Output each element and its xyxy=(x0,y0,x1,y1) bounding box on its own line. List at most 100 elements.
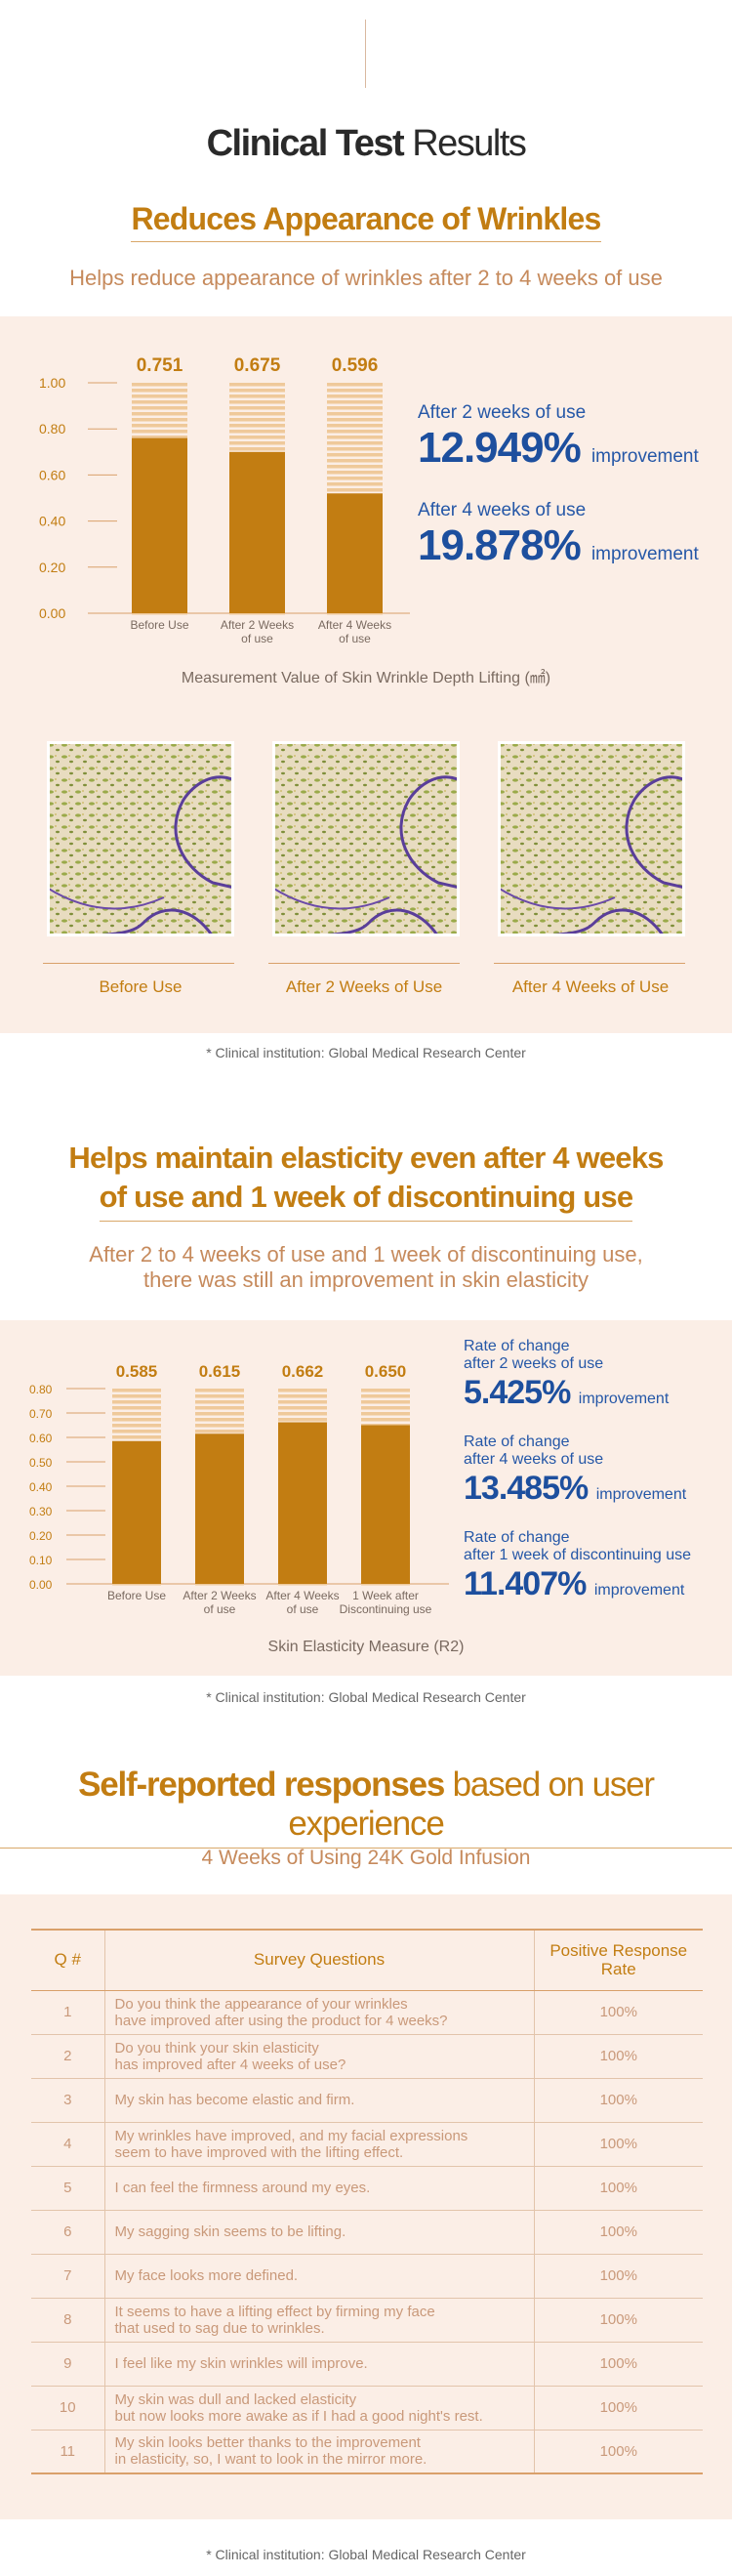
bar-stripe xyxy=(132,424,187,428)
elasticity-subtitle-line2: there was still an improvement in skin e… xyxy=(142,1267,590,1292)
x-category-label: Before Use xyxy=(130,618,188,632)
stat-suffix: improvement xyxy=(590,544,699,564)
bar xyxy=(278,1422,327,1584)
stat-suffix: improvement xyxy=(593,1582,685,1599)
elasticity-stat-4weeks: Rate of change after 4 weeks of use 13.4… xyxy=(464,1433,686,1515)
bar-stripe xyxy=(229,412,285,416)
row-rate: 100% xyxy=(534,2122,703,2167)
bar-stripe xyxy=(132,406,187,410)
row-qnum: 10 xyxy=(31,2386,104,2431)
x-category-label: After 2 Weeks xyxy=(183,1589,256,1602)
bar-stripe xyxy=(112,1394,161,1398)
y-tick-label: 0.80 xyxy=(39,421,65,436)
skin-image-label-4weeks: After 4 Weeks of Use xyxy=(511,977,670,996)
stat-label: after 1 week of discontinuing use xyxy=(464,1547,692,1563)
bar-stripe xyxy=(361,1418,410,1422)
bar-stripe xyxy=(327,406,383,410)
divider-line xyxy=(43,963,234,964)
row-question: It seems to have a lifting effect by fir… xyxy=(103,2298,535,2343)
header-qnum: Q # xyxy=(31,1929,104,1991)
stat-suffix: improvement xyxy=(578,1391,670,1407)
survey-table-header: Q # Survey Questions Positive Response R… xyxy=(31,1929,703,1991)
table-row: 7 My face looks more defined. 100% xyxy=(31,2254,703,2299)
wrinkles-title-text: Reduces Appearance of Wrinkles xyxy=(131,201,601,242)
skin-image-label-before: Before Use xyxy=(99,977,183,996)
bar-stripe xyxy=(327,400,383,404)
bar-stripe xyxy=(112,1424,161,1428)
bar-stripe xyxy=(229,436,285,439)
row-question: My skin looks better thanks to the impro… xyxy=(103,2430,535,2474)
survey-table: Q # Survey Questions Positive Response R… xyxy=(31,1929,703,2474)
page-title: Clinical Test Results xyxy=(0,123,732,165)
elasticity-stat-discontinued: Rate of change after 1 week of discontin… xyxy=(464,1529,691,1610)
bar-stripe xyxy=(195,1424,244,1428)
bar-stripe xyxy=(132,400,187,404)
bar-stripe xyxy=(229,383,285,387)
row-question: I feel like my skin wrinkles will improv… xyxy=(103,2342,535,2387)
bar-stripe xyxy=(229,400,285,404)
bar-stripe xyxy=(327,447,383,451)
stat-label: Rate of change xyxy=(464,1433,570,1450)
elasticity-panel: 0.80 0.70 0.60 0.50 0.40 0.30 0.20 0.10 0.00 0.58… xyxy=(0,1320,732,1676)
table-row: 6 My sagging skin seems to be lifting. 100… xyxy=(31,2210,703,2255)
divider-line xyxy=(268,963,460,964)
bar xyxy=(361,1425,410,1584)
wrinkles-panel: 1.00 0.80 0.60 0.40 0.20 0.00 0.751 Before Use 0… xyxy=(0,316,732,1033)
bar-stripe xyxy=(327,482,383,486)
bar-value-label: 0.585 xyxy=(116,1362,158,1381)
table-row: 11 My skin looks better thanks to the imp… xyxy=(31,2430,703,2474)
row-rate: 100% xyxy=(534,2078,703,2123)
bar xyxy=(229,451,285,613)
row-rate: 100% xyxy=(534,2386,703,2431)
elasticity-subtitle: After 2 to 4 weeks of use and 1 week of … xyxy=(0,1242,732,1293)
y-tick-label: 1.00 xyxy=(39,375,65,391)
y-tick-label: 0.20 xyxy=(29,1529,53,1543)
bar-stripe xyxy=(195,1406,244,1410)
elasticity-stat-2weeks: Rate of change after 2 weeks of use 5.42… xyxy=(464,1338,669,1419)
y-tick-label: 0.10 xyxy=(29,1554,53,1567)
row-qnum: 2 xyxy=(31,2034,104,2079)
bar-stripe xyxy=(229,389,285,393)
bar-value-label: 0.615 xyxy=(199,1362,241,1381)
row-question: My face looks more defined. xyxy=(103,2254,535,2299)
stat-value: 12.949% xyxy=(418,424,582,472)
table-row: 2 Do you think your skin elasticity has im… xyxy=(31,2034,703,2079)
bar-value-label: 0.596 xyxy=(332,355,379,376)
row-question: Do you think your skin elasticity has imp… xyxy=(103,2034,535,2079)
stat-value: 19.878% xyxy=(418,521,582,569)
stat-label: after 2 weeks of use xyxy=(464,1355,604,1372)
bar-stripe xyxy=(112,1406,161,1410)
row-rate: 100% xyxy=(534,2166,703,2211)
bar-stripe xyxy=(112,1418,161,1422)
x-category-label: 1 Week after xyxy=(352,1589,419,1602)
bar-stripe xyxy=(278,1412,327,1416)
stat-value: 5.425% xyxy=(464,1374,571,1411)
bar-stripe xyxy=(278,1406,327,1410)
bar-value-label: 0.650 xyxy=(365,1362,407,1381)
survey-title-bold: Self-reported responses xyxy=(78,1766,445,1804)
bar-stripe xyxy=(278,1418,327,1422)
survey-title: Self-reported responses based on user ex… xyxy=(0,1766,732,1849)
bar-stripe xyxy=(327,488,383,492)
row-question: I can feel the firmness around my eyes. xyxy=(103,2166,535,2211)
row-rate: 100% xyxy=(534,1990,703,2035)
bar-stripe xyxy=(229,424,285,428)
y-tick-label: 0.80 xyxy=(29,1383,53,1396)
bar-stripe xyxy=(278,1394,327,1398)
bar-stripe xyxy=(327,477,383,480)
bar-stripe xyxy=(361,1389,410,1392)
wrinkles-stat-2weeks: After 2 weeks of use 12.949% improvement xyxy=(418,402,699,481)
bar-stripe xyxy=(112,1389,161,1392)
y-tick-label: 0.40 xyxy=(29,1480,53,1494)
bar xyxy=(132,437,187,613)
elasticity-title-line1: Helps maintain elasticity even after 4 w… xyxy=(68,1141,664,1175)
page-title-light: Results xyxy=(412,123,527,164)
row-rate: 100% xyxy=(534,2210,703,2255)
bar-stripe xyxy=(327,418,383,422)
bar-stripe xyxy=(195,1412,244,1416)
row-qnum: 5 xyxy=(31,2166,104,2211)
bar-stripe xyxy=(361,1394,410,1398)
bar-value-label: 0.751 xyxy=(137,355,183,376)
x-category-label: of use xyxy=(339,632,371,645)
